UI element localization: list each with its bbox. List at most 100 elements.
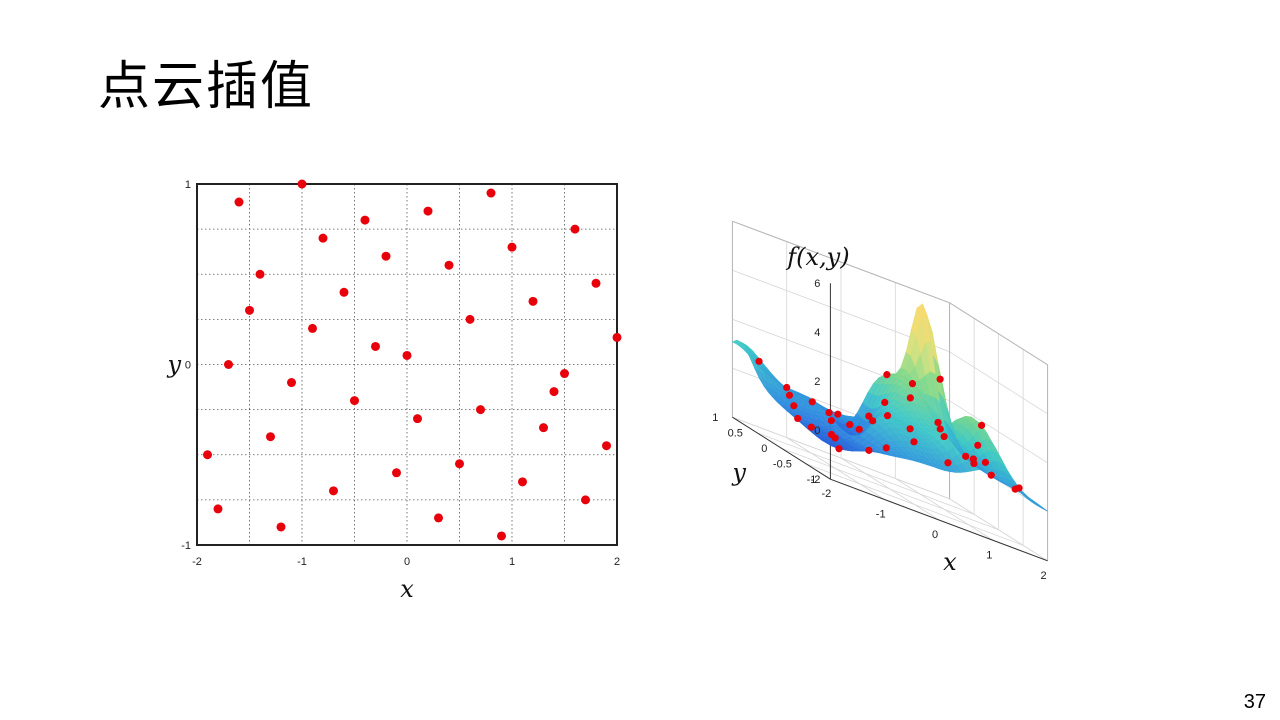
surface-patch [943,420,955,443]
surface-point [969,455,977,463]
surface-point [794,414,802,423]
surface-z-tick-label: 6 [814,278,820,290]
surface-y-tick-label: -0.5 [773,459,792,471]
surface-point [981,458,990,466]
surface-point [855,425,863,433]
surface-y-tick-label: 0.5 [728,428,743,440]
surface-point [910,438,918,446]
surface-point [785,391,794,399]
surface-x-tick-label: 1 [986,549,992,561]
surface-z-tick-label: 0 [814,425,820,437]
scatter-point [528,296,538,306]
scatter-point [549,387,559,397]
surface-box-edge [732,220,950,304]
scatter-x-tick-label: 2 [614,556,620,568]
surface-z-tick-label: 4 [814,327,820,339]
scatter-x-tick-label: -2 [192,556,202,568]
scatter-y-axis-label: y [166,351,181,379]
surface-point [755,357,763,365]
scatter-point [371,341,380,351]
surface-y-tick-label: 1 [712,412,718,424]
scatter-point [255,269,265,279]
surface-points [755,357,1023,493]
surface-point [940,432,948,441]
surface-x-tick-label: 2 [1041,570,1047,582]
surface-point [936,425,944,433]
surface-point [987,471,995,479]
scatter-x-axis-label: x [400,575,414,603]
surface-y-axis-label: y [731,458,746,486]
surface-point [908,380,917,388]
scatter-point [245,305,254,315]
scatter-point [434,513,443,523]
page-number: 37 [1243,691,1266,713]
surface-point [881,398,889,407]
scatter-point [339,287,349,297]
surface-point [934,418,942,427]
surface-point [783,383,791,392]
scatter-point [581,495,590,505]
scatter-point [497,531,506,541]
scatter-plot-frame [196,183,618,546]
scatter-point [486,188,496,198]
scatter-ticks: -2 -1 0 1 2-101 [181,179,620,568]
scatter-point [297,179,307,189]
scatter-chart: -2 -1 0 1 2-101 x y [166,179,622,603]
surface-z-axis-label: f(x,y) [785,243,849,271]
scatter-point [360,215,370,225]
scatter-point [392,468,401,478]
scatter-point [612,332,622,342]
scatter-point [444,260,454,270]
scatter-y-tick-label: -1 [181,540,191,552]
scatter-point [329,486,338,496]
surface-point [883,412,892,420]
scatter-point [570,224,580,234]
surface-point [827,430,836,439]
scatter-point [276,522,286,532]
scatter-y-tick-label: 0 [185,360,191,372]
surface-x-tick-label: -2 [822,488,832,500]
scatter-x-tick-label: 0 [404,556,410,568]
scatter-point [287,378,296,388]
scatter-point [591,278,601,288]
surface-grid-line [756,432,975,515]
scatter-point [234,197,244,207]
surface-z-tick-label: -2 [811,474,821,486]
surface-point [1015,484,1023,492]
surface-y-tick-label: 0 [761,443,767,455]
scatter-point [423,206,433,216]
scatter-point [381,251,391,261]
surface-x-axis-label: x [943,548,957,576]
surface-point [944,459,952,467]
surface-point [974,441,982,449]
surface-x-axis [830,478,1048,562]
surface-point [882,444,890,452]
scatter-y-tick-label: 1 [185,179,191,191]
scatter-point [308,323,317,333]
surface-point [846,421,854,429]
surface-point [834,410,842,418]
surface-grid-line [805,463,1024,546]
surface-point [825,408,833,417]
surface-point [936,375,944,383]
slide-title: 点云插值 [98,57,315,117]
surface-point [883,371,891,379]
scatter-point [318,233,328,243]
surface-box-edge [949,302,1048,366]
scatter-point [518,477,527,487]
surface-x-tick-label: 0 [932,529,938,541]
surface-y-tick-label: -1 [807,474,817,486]
scatter-x-tick-label: -1 [297,556,307,568]
scatter-point [539,423,548,433]
scatter-point [402,350,412,360]
surface-grid-line [732,416,950,500]
scatter-point [266,432,275,442]
scatter-point [507,242,517,252]
scatter-point [213,504,223,514]
surface-point [827,416,835,425]
scatter-point [560,369,569,379]
scatter-point [224,360,233,369]
surface-point [790,402,798,410]
